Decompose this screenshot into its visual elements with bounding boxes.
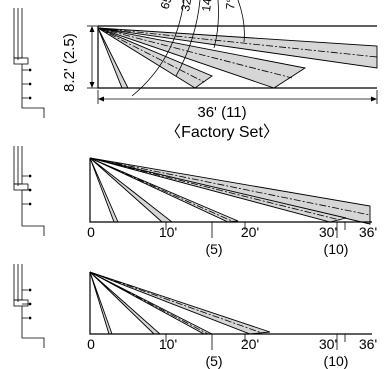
panel-setting-3: 0 10' 20' 30' 36' (5) (10) xyxy=(13,264,377,369)
angle-arcs xyxy=(131,0,245,97)
tick-10m: (10) xyxy=(324,353,349,369)
tick-30ft: 30' xyxy=(319,224,337,240)
tick-0: 0 xyxy=(87,336,95,352)
sensor-switch-icon xyxy=(13,8,45,118)
tick-20ft: 20' xyxy=(241,336,259,352)
tick-36ft: 36' xyxy=(359,224,377,240)
height-dimension xyxy=(87,25,98,89)
tick-10ft: 10' xyxy=(159,224,177,240)
factory-set-caption: 〈Factory Set〉 xyxy=(165,124,279,141)
tick-10ft: 10' xyxy=(159,336,177,352)
width-dimension xyxy=(97,90,378,104)
detection-beams xyxy=(97,27,378,89)
angle-label-65: 65° xyxy=(158,0,177,11)
tick-5m: (5) xyxy=(205,241,222,257)
distance-axis xyxy=(89,272,372,335)
tick-30ft: 30' xyxy=(319,336,337,352)
tick-0: 0 xyxy=(87,224,95,240)
tick-36ft: 36' xyxy=(359,336,377,352)
distance-axis xyxy=(89,158,372,223)
axis-ticks xyxy=(165,222,346,238)
angle-label-32: 32° xyxy=(178,0,195,13)
angle-label-7: 7° xyxy=(223,0,238,10)
tick-10m: (10) xyxy=(324,241,349,257)
angle-label-14: 14° xyxy=(199,0,215,12)
detection-beams xyxy=(89,271,271,335)
detection-beams xyxy=(89,157,371,225)
tick-5m: (5) xyxy=(205,353,222,369)
height-label: 8.2' (2.5) xyxy=(61,33,78,92)
sensor-switch-icon xyxy=(13,146,45,236)
width-label: 36' (11) xyxy=(197,104,246,121)
panel-setting-2: 0 10' 20' 30' 36' (5) (10) xyxy=(13,146,377,257)
axis-ticks xyxy=(165,334,346,350)
panel-factory-set: 65° 32° 14° 7° 8.2' (2.5) 36' (11) 〈Fact… xyxy=(13,0,378,141)
tick-20ft: 20' xyxy=(241,224,259,240)
sensor-switch-icon xyxy=(13,264,45,348)
